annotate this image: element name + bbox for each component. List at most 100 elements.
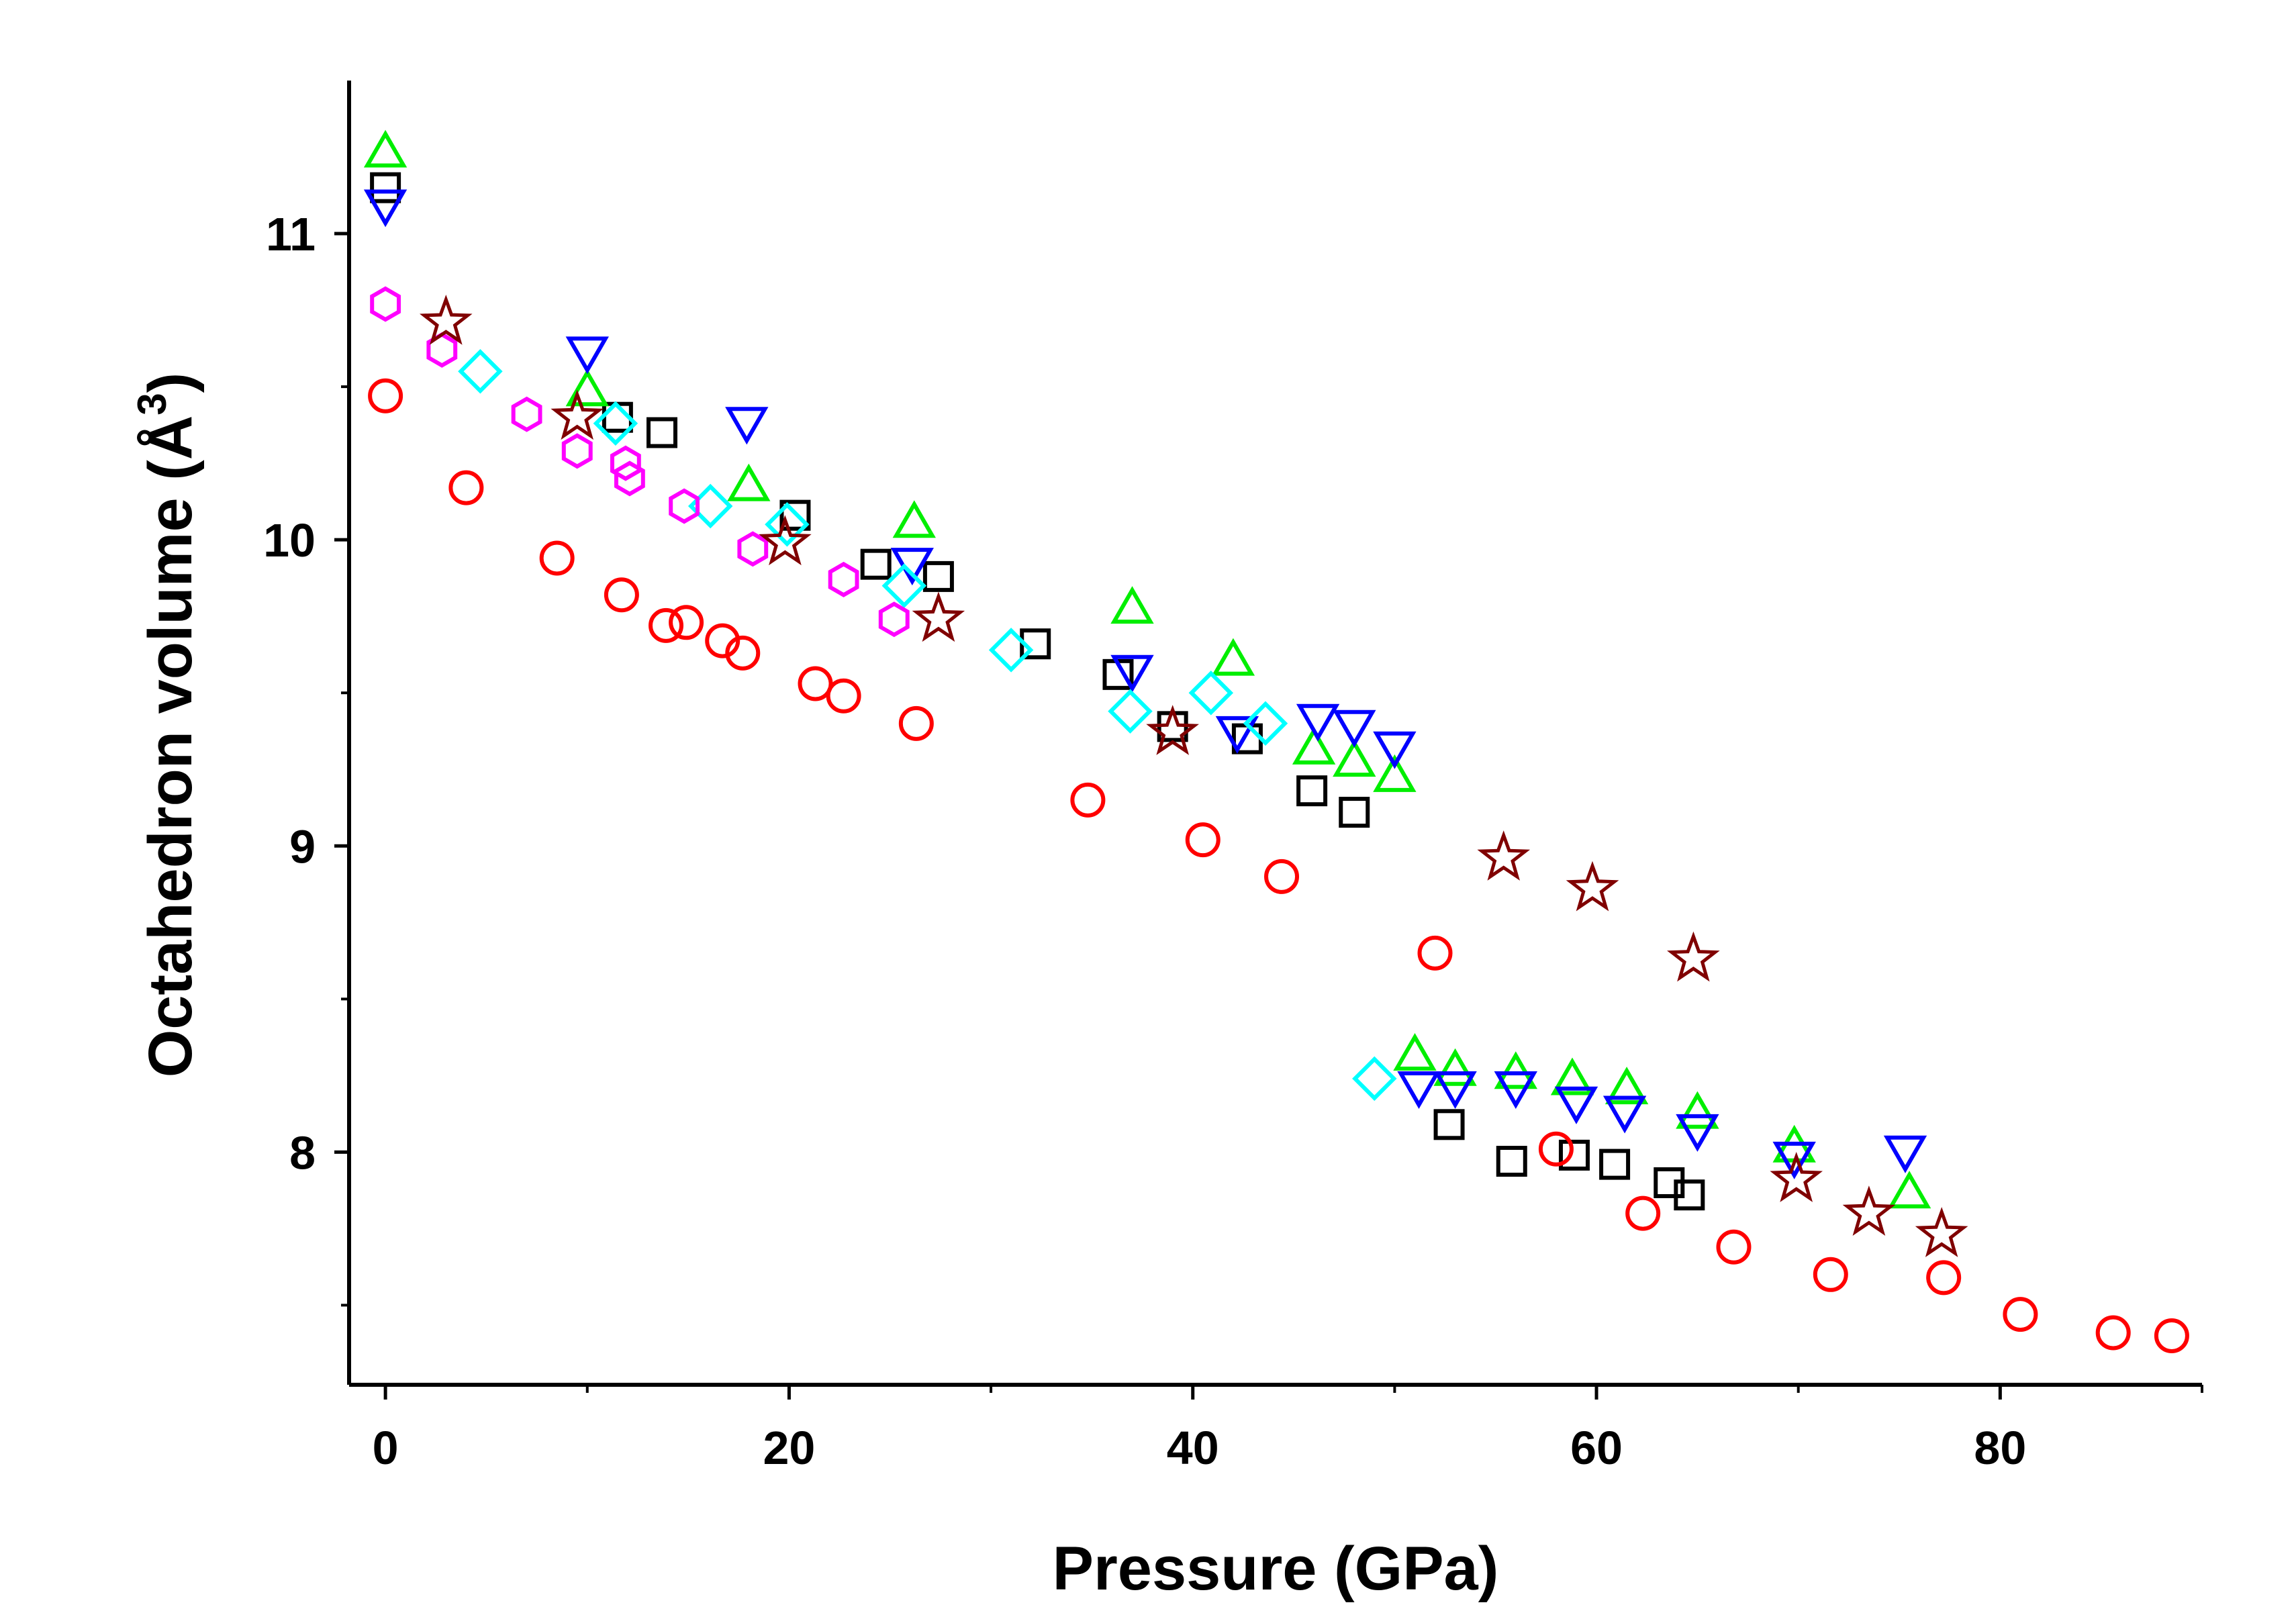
- x-axis-title: Pressure (GPa): [1053, 1534, 1499, 1603]
- data-point-triangle-up: [1494, 1051, 1537, 1089]
- series-triangle-down: [363, 189, 1927, 1179]
- data-point-star: [912, 591, 965, 642]
- data-point-star: [1146, 705, 1199, 755]
- data-point-square: [860, 548, 892, 580]
- x-tick-label: 60: [1570, 1422, 1623, 1474]
- data-point-diamond: [881, 563, 927, 608]
- data-point-circle: [1185, 822, 1221, 858]
- data-point-diamond: [1108, 689, 1153, 734]
- data-point-circle: [2003, 1297, 2038, 1332]
- data-point-diamond: [1243, 701, 1288, 746]
- series-hexagon: [370, 286, 910, 638]
- data-point-diamond: [458, 349, 503, 394]
- data-point-circle: [649, 607, 684, 643]
- data-point-circle: [1417, 935, 1453, 971]
- data-point-circle: [539, 540, 575, 576]
- data-point-hexagon: [370, 286, 401, 322]
- x-tick-label: 20: [763, 1422, 815, 1474]
- data-point-square: [1296, 775, 1328, 807]
- data-point-triangle-down: [1296, 703, 1340, 742]
- data-point-triangle-down: [1110, 654, 1154, 693]
- data-point-star: [1842, 1185, 1896, 1236]
- data-point-triangle-down: [1397, 1071, 1441, 1110]
- data-point-circle: [1813, 1257, 1848, 1292]
- data-point-triangle-down: [1215, 716, 1259, 754]
- data-point-circle: [705, 623, 740, 658]
- data-point-square: [1433, 1109, 1465, 1140]
- data-point-triangle-down: [1676, 1114, 1719, 1152]
- data-point-triangle-up: [565, 369, 609, 407]
- data-point-circle: [725, 635, 761, 671]
- y-tick-label: 10: [263, 514, 316, 567]
- data-point-circle: [2095, 1315, 2131, 1351]
- data-point-square: [647, 417, 678, 448]
- data-point-square: [779, 499, 811, 531]
- data-point-triangle-down: [1373, 731, 1417, 769]
- data-point-triangle-up: [1433, 1048, 1477, 1086]
- axis-ticks: 0 20 40 60 80 8 9 10 11: [263, 208, 2203, 1474]
- y-axis-title: Octahedron volume (Å3): [130, 373, 205, 1078]
- data-point-star: [551, 389, 604, 440]
- data-point-triangle-up: [892, 500, 936, 538]
- data-point-circle: [826, 678, 861, 714]
- data-point-hexagon: [610, 445, 641, 481]
- data-point-circle: [604, 577, 639, 613]
- data-point-triangle-up: [1110, 586, 1154, 624]
- x-tick-label: 0: [373, 1422, 399, 1474]
- data-point-star: [1566, 861, 1619, 912]
- x-tick-label: 40: [1167, 1422, 1219, 1474]
- data-point-circle: [1538, 1131, 1574, 1167]
- data-point-diamond: [988, 628, 1034, 673]
- series-square: [370, 172, 1705, 1211]
- series-diamond: [458, 349, 1397, 1102]
- data-point-triangle-up: [1676, 1091, 1719, 1129]
- data-point-triangle-down: [363, 189, 408, 228]
- data-point-circle: [1264, 859, 1300, 894]
- data-point-triangle-up: [727, 463, 771, 501]
- data-point-triangle-up: [1393, 1032, 1437, 1071]
- data-point-star: [1477, 830, 1531, 881]
- data-point-hexagon: [426, 332, 458, 368]
- svg-text:Octahedron volume (Å3): Octahedron volume (Å3): [130, 373, 205, 1078]
- data-point-circle: [1716, 1229, 1752, 1265]
- data-point-triangle-down: [1603, 1095, 1647, 1134]
- data-point-circle: [1926, 1260, 1962, 1296]
- data-point-star: [1770, 1152, 1823, 1202]
- data-point-triangle-down: [1433, 1071, 1477, 1110]
- data-point-diamond: [1352, 1056, 1397, 1102]
- data-point-star: [759, 515, 812, 566]
- data-point-star: [1667, 931, 1720, 982]
- data-point-hexagon: [878, 601, 910, 638]
- data-point-triangle-up: [1292, 726, 1336, 765]
- data-point-hexagon: [614, 460, 645, 497]
- series-triangle-up: [363, 130, 1931, 1209]
- series-star: [420, 294, 1968, 1257]
- data-point-triangle-up: [1550, 1057, 1594, 1095]
- data-point-triangle-up: [1333, 739, 1376, 777]
- data-point-triangle-down: [1494, 1071, 1537, 1110]
- data-point-triangle-up: [363, 130, 408, 168]
- data-point-square: [1339, 797, 1370, 828]
- data-point-circle: [2154, 1318, 2189, 1354]
- data-point-circle: [798, 666, 833, 701]
- data-point-circle: [898, 705, 934, 741]
- data-point-circle: [1625, 1195, 1661, 1231]
- y-axis-title-close: ): [136, 373, 205, 393]
- data-point-triangle-down: [725, 407, 769, 445]
- plot-axes: [347, 81, 2202, 1387]
- data-point-square: [1496, 1146, 1527, 1177]
- data-point-star: [420, 294, 473, 345]
- data-point-triangle-up: [1887, 1171, 1931, 1209]
- data-point-circle: [669, 605, 704, 640]
- y-axis-title-exponent: 3: [130, 393, 175, 415]
- data-point-hexagon: [511, 396, 542, 432]
- data-point-hexagon: [669, 488, 700, 524]
- data-point-triangle-down: [1333, 710, 1376, 748]
- data-point-diamond: [593, 401, 638, 446]
- y-axis-title-main: Octahedron volume (: [136, 460, 205, 1077]
- data-point-star: [1915, 1207, 1968, 1257]
- data-point-square: [1599, 1148, 1631, 1180]
- data-point-triangle-down: [1772, 1141, 1816, 1179]
- data-point-diamond: [765, 502, 810, 547]
